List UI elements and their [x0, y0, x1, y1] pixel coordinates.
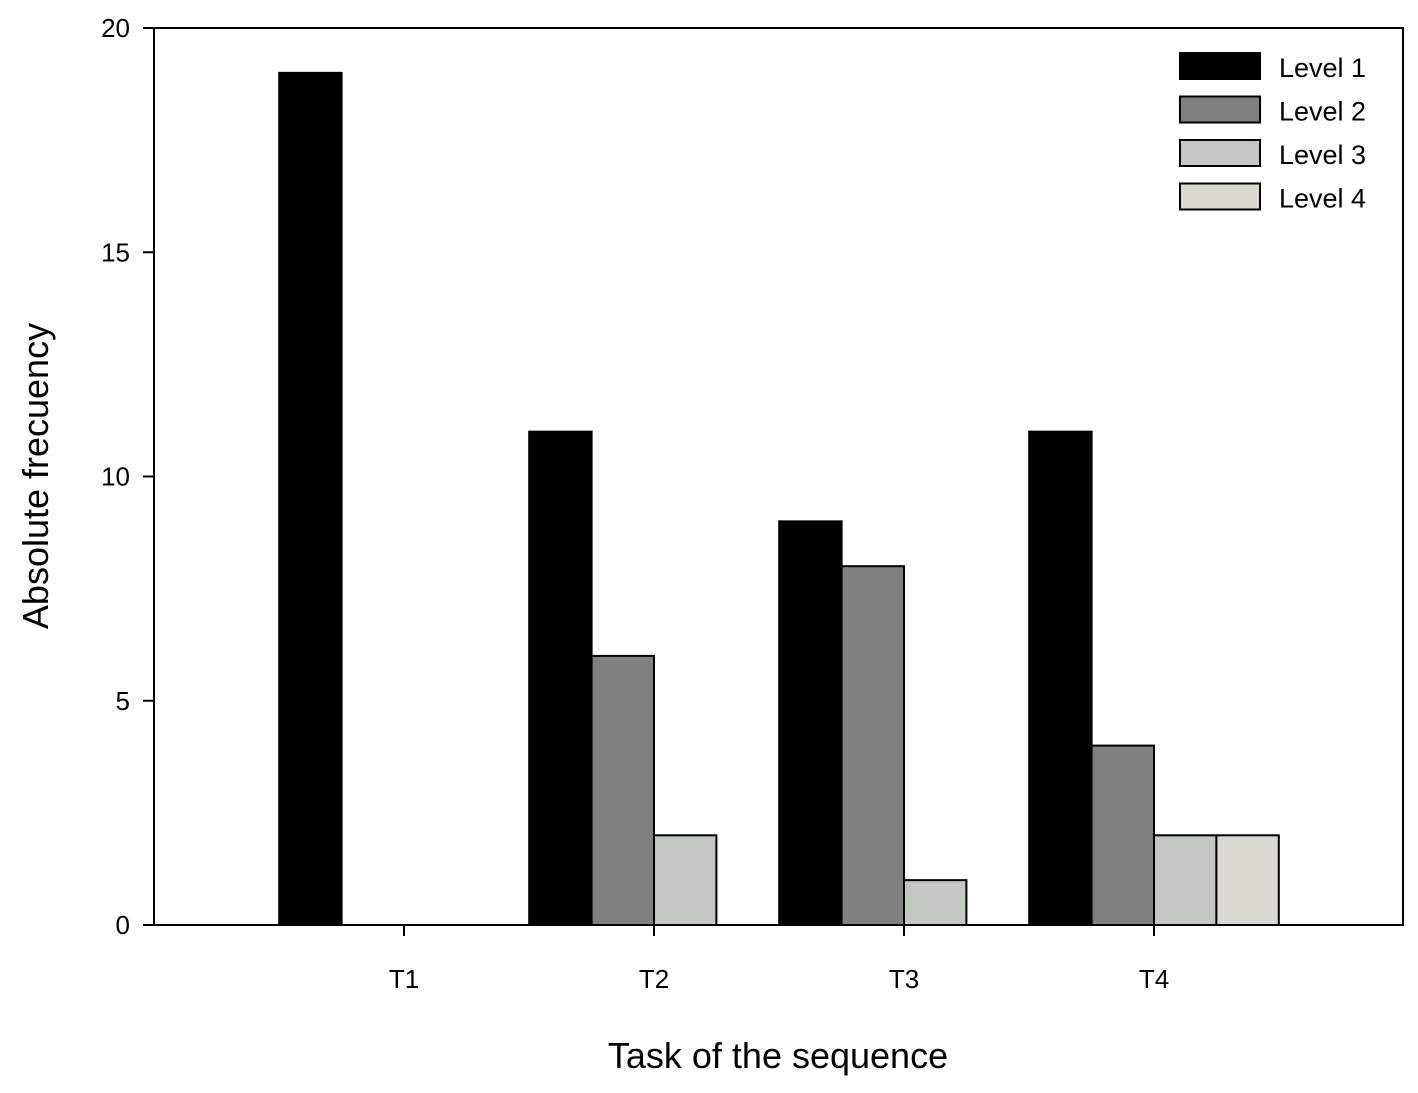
- y-tick-label: 0: [116, 910, 130, 940]
- bar-level-1-t3: [778, 520, 843, 926]
- legend-label-level-1: Level 1: [1279, 53, 1366, 83]
- bar-level-2-t4: [1090, 744, 1155, 926]
- legend-swatch-level-2: [1179, 95, 1261, 124]
- legend-label-level-3: Level 3: [1279, 140, 1366, 170]
- bar-level-3-t3: [903, 879, 968, 927]
- y-tick-label: 10: [101, 462, 130, 492]
- y-axis: 0 5 10 15 20: [101, 13, 154, 940]
- bar-level-1-t4: [1028, 430, 1093, 926]
- legend-label-level-4: Level 4: [1279, 184, 1366, 214]
- legend-swatch-level-3: [1179, 139, 1261, 167]
- bar-level-3-t2: [653, 834, 718, 926]
- legend-swatch-level-4: [1179, 182, 1261, 211]
- y-tick-label: 5: [116, 686, 130, 716]
- x-tick-label: T1: [389, 964, 419, 994]
- bar-level-4-t4: [1215, 834, 1280, 926]
- legend-swatch-level-1: [1179, 52, 1261, 80]
- bar-level-1-t2: [528, 430, 593, 926]
- legend-label-level-2: Level 2: [1279, 97, 1366, 127]
- bar-level-2-t2: [590, 654, 655, 927]
- x-tick-label: T4: [1139, 964, 1169, 994]
- legend: Level 1 Level 2 Level 3 Level 4: [1179, 52, 1366, 214]
- y-tick-label: 20: [101, 13, 130, 43]
- x-axis-title: Task of the sequence: [608, 1035, 948, 1076]
- y-axis-title: Absolute frecuency: [15, 323, 56, 629]
- bar-level-3-t4: [1153, 834, 1218, 926]
- x-tick-label: T3: [889, 964, 919, 994]
- bars-group: [278, 71, 1280, 927]
- x-tick-label: T2: [639, 964, 669, 994]
- x-axis: T1 T2 T3 T4: [389, 925, 1169, 994]
- bar-level-2-t3: [840, 565, 905, 926]
- y-tick-label: 15: [101, 237, 130, 267]
- bar-level-1-t1: [278, 71, 343, 927]
